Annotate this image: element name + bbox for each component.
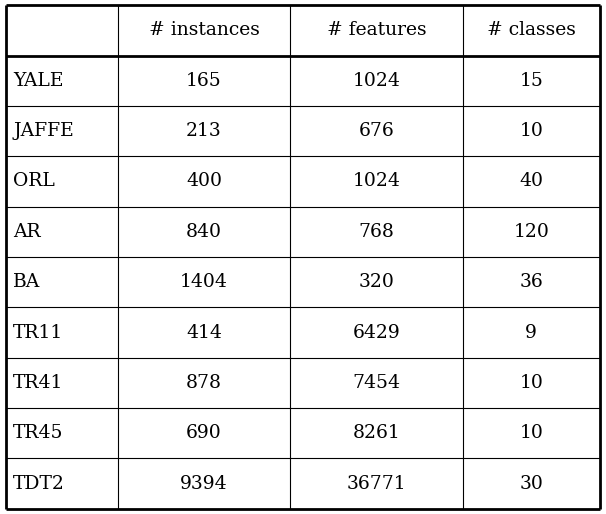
Text: 213: 213 [186,122,222,140]
Text: 414: 414 [186,323,222,342]
Text: 7454: 7454 [353,374,401,392]
Text: 768: 768 [359,223,395,241]
Text: ORL: ORL [13,172,55,191]
Text: 10: 10 [519,424,543,443]
Text: TDT2: TDT2 [13,474,65,493]
Text: BA: BA [13,273,41,291]
Text: 30: 30 [519,474,543,493]
Text: TR11: TR11 [13,323,64,342]
Text: 690: 690 [186,424,222,443]
Text: 8261: 8261 [353,424,401,443]
Text: TR45: TR45 [13,424,64,443]
Text: 1024: 1024 [353,172,401,191]
Text: 676: 676 [359,122,395,140]
Text: YALE: YALE [13,71,64,90]
Text: 1404: 1404 [180,273,228,291]
Text: # classes: # classes [487,21,576,40]
Text: # instances: # instances [148,21,259,40]
Text: 878: 878 [186,374,222,392]
Text: JAFFE: JAFFE [13,122,74,140]
Text: 36771: 36771 [347,474,406,493]
Text: 10: 10 [519,122,543,140]
Text: 400: 400 [186,172,222,191]
Text: 10: 10 [519,374,543,392]
Text: # features: # features [327,21,426,40]
Text: 1024: 1024 [353,71,401,90]
Text: 165: 165 [186,71,222,90]
Text: 320: 320 [359,273,395,291]
Text: 9394: 9394 [180,474,228,493]
Text: 120: 120 [513,223,549,241]
Text: 9: 9 [525,323,538,342]
Text: 36: 36 [519,273,543,291]
Text: TR41: TR41 [13,374,64,392]
Text: 15: 15 [519,71,543,90]
Text: AR: AR [13,223,41,241]
Text: 840: 840 [186,223,222,241]
Text: 40: 40 [519,172,544,191]
Text: 6429: 6429 [353,323,401,342]
